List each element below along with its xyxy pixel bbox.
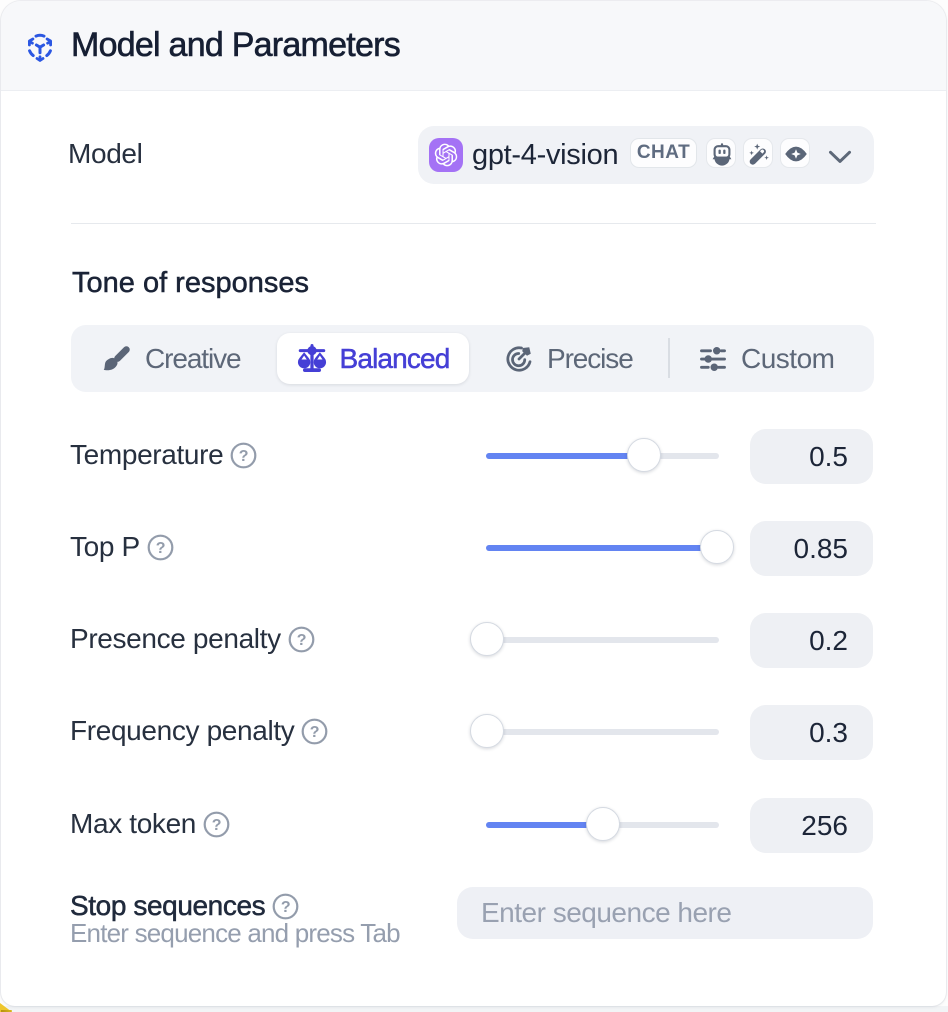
svg-text:?: ? <box>281 899 290 916</box>
svg-text:?: ? <box>156 540 165 557</box>
svg-text:?: ? <box>310 724 319 741</box>
svg-text:?: ? <box>212 817 221 834</box>
svg-text:?: ? <box>297 632 306 649</box>
svg-text:?: ? <box>239 448 248 465</box>
